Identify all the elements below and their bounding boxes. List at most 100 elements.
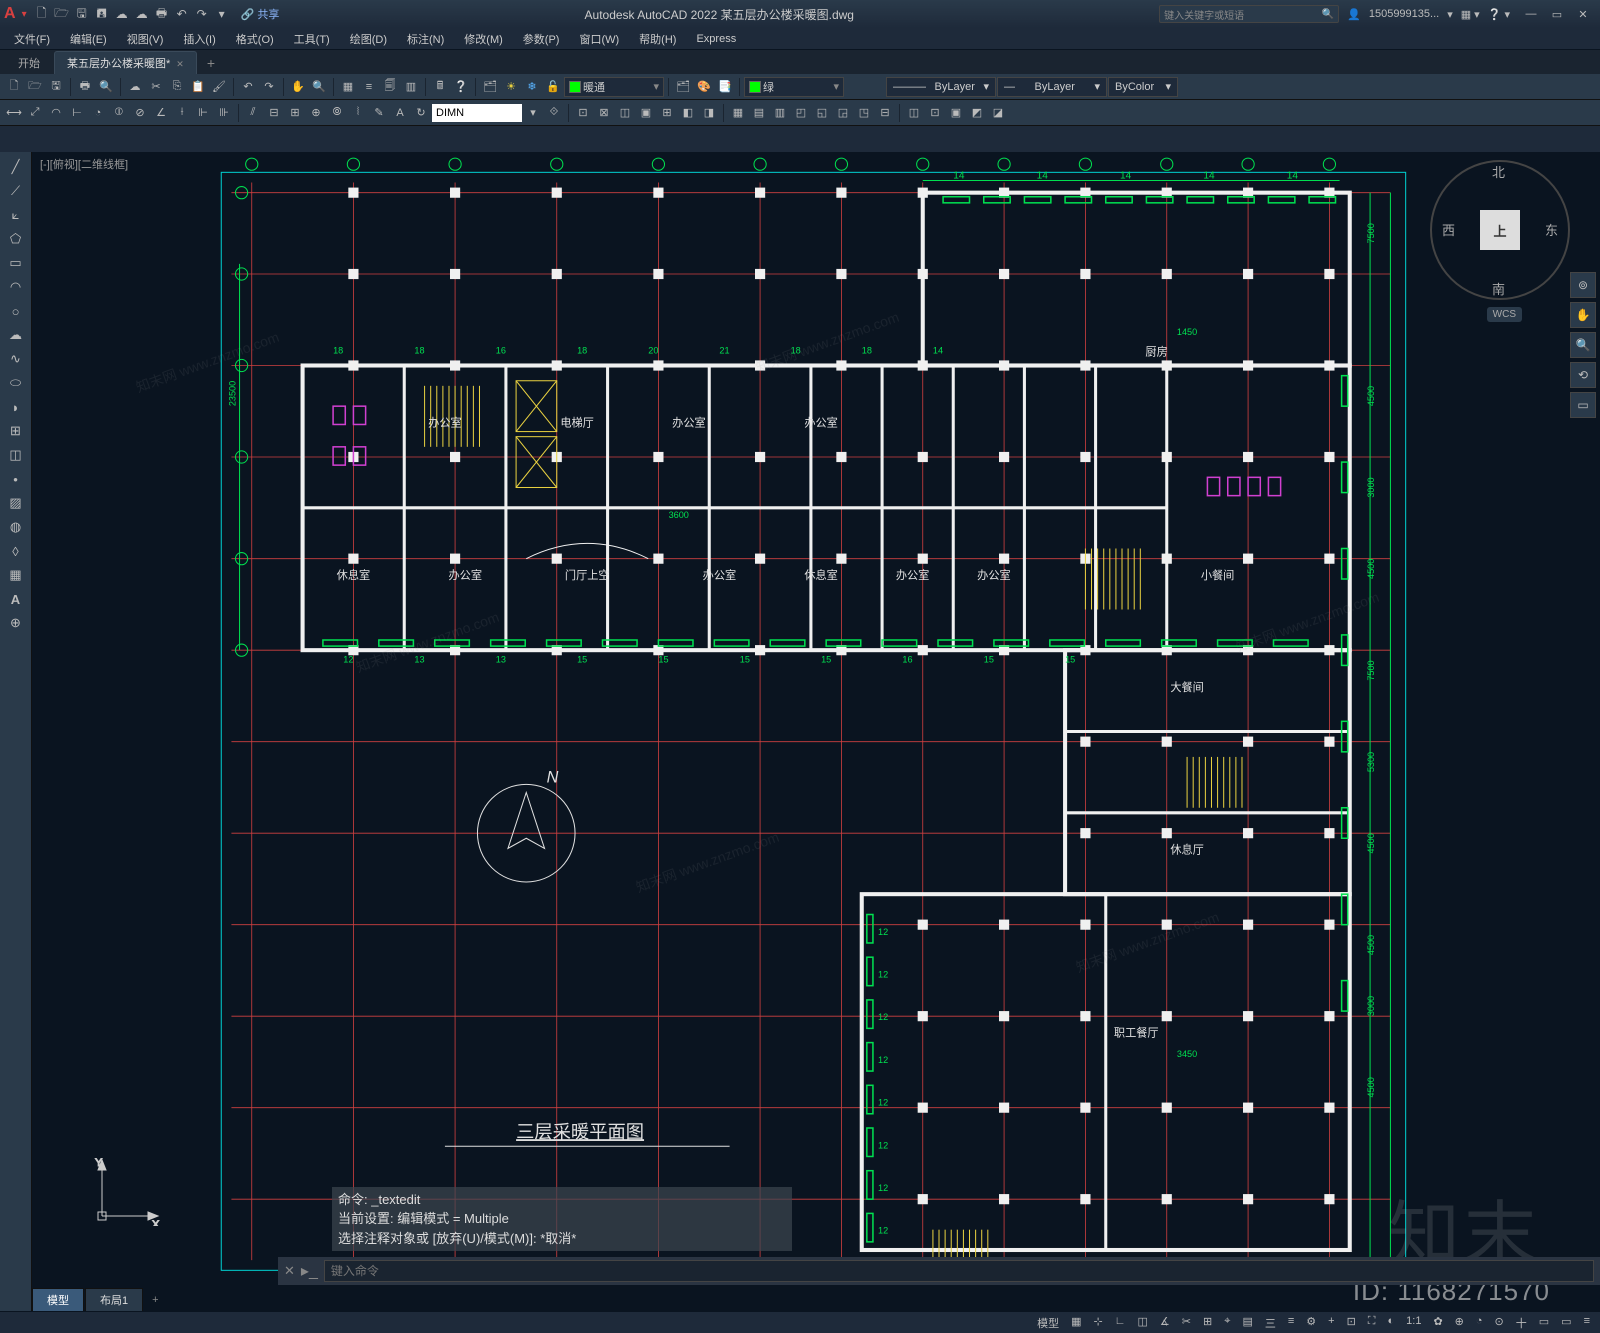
menu-item[interactable]: 参数(P) (515, 29, 568, 49)
spline-icon[interactable]: ∿ (4, 348, 28, 370)
status-button[interactable]: ✿ (1429, 1313, 1446, 1333)
polygon-icon[interactable]: ⬠ (4, 228, 28, 250)
cloud-open-icon[interactable]: ☁ (113, 5, 131, 23)
dim-space-icon[interactable]: ⫽ (243, 103, 263, 123)
status-button[interactable]: 三 (1261, 1313, 1280, 1333)
hatch-icon[interactable]: ▨ (4, 492, 28, 514)
open-icon[interactable]: 🗁 (53, 5, 71, 23)
cloud-save-icon[interactable]: ☁ (133, 5, 151, 23)
redo-icon[interactable]: ↷ (259, 77, 279, 97)
status-button[interactable]: ∟ (1111, 1313, 1130, 1333)
status-button[interactable]: 十 (1512, 1313, 1531, 1333)
dim-arc-icon[interactable]: ◠ (46, 103, 66, 123)
block-4-icon[interactable]: ◰ (791, 103, 811, 123)
menu-item[interactable]: 工具(T) (286, 29, 338, 49)
center-icon[interactable]: ⊕ (306, 103, 326, 123)
cmd-close-icon[interactable]: ✕ (284, 1263, 295, 1279)
status-button[interactable]: ▤ (1238, 1313, 1256, 1333)
block-icon[interactable]: ◫ (4, 444, 28, 466)
dim-aligned-icon[interactable]: ⤢ (25, 103, 45, 123)
circle-icon[interactable]: ○ (4, 300, 28, 322)
status-button[interactable]: ◔ (1472, 1313, 1487, 1333)
view-2-icon[interactable]: ⊡ (925, 103, 945, 123)
block-2-icon[interactable]: ▤ (749, 103, 769, 123)
lineweight-dropdown[interactable]: —ByLayer▾ (997, 77, 1107, 97)
addsel-icon[interactable]: ⊕ (4, 612, 28, 634)
revcloud-icon[interactable]: ☁ (4, 324, 28, 346)
xline-icon[interactable]: ⟋ (4, 180, 28, 202)
dim-cont-icon[interactable]: ⊪ (214, 103, 234, 123)
arc-icon[interactable]: ◠ (4, 276, 28, 298)
region-icon[interactable]: ◊ (4, 540, 28, 562)
dimstyle-icon[interactable]: ⟐ (544, 103, 564, 123)
insert-icon[interactable]: ⊞ (4, 420, 28, 442)
gradient-icon[interactable]: ◍ (4, 516, 28, 538)
qat-more-icon[interactable]: ▾ (213, 5, 231, 23)
modify-4-icon[interactable]: ▣ (636, 103, 656, 123)
save-icon[interactable]: 🖫 (73, 5, 91, 23)
tab-close-icon[interactable]: ✕ (176, 59, 184, 69)
close-icon[interactable]: ✕ (1570, 4, 1596, 24)
mtext-icon[interactable]: A (4, 588, 28, 610)
modify-6-icon[interactable]: ◧ (678, 103, 698, 123)
add-layout-button[interactable]: + (144, 1291, 166, 1309)
redo-icon[interactable]: ↷ (193, 5, 211, 23)
menu-item[interactable]: 帮助(H) (631, 29, 684, 49)
pline-icon[interactable]: ⟀ (4, 204, 28, 226)
view-4-icon[interactable]: ◩ (967, 103, 987, 123)
model-tab[interactable]: 模型 (32, 1288, 84, 1312)
layer-iso-icon[interactable]: 🎨 (694, 77, 714, 97)
tool-palette-icon[interactable]: ▥ (401, 77, 421, 97)
modify-2-icon[interactable]: ⊠ (594, 103, 614, 123)
new-icon[interactable]: 🗋 (33, 5, 51, 23)
status-button[interactable]: ▭ (1535, 1313, 1553, 1333)
share-button[interactable]: 🔗 共享 (241, 6, 280, 22)
dim-linear-icon[interactable]: ⟷ (4, 103, 24, 123)
help-icon[interactable]: ❔ ▾ (1488, 8, 1510, 21)
menu-item[interactable]: 编辑(E) (62, 29, 115, 49)
color-dropdown[interactable]: 绿 ▾ (744, 77, 844, 97)
dim-base-icon[interactable]: ⊩ (193, 103, 213, 123)
dim-update-icon[interactable]: ↻ (411, 103, 431, 123)
new-tab-button[interactable]: + (199, 52, 223, 74)
dim-break-icon[interactable]: ⊟ (264, 103, 284, 123)
linetype-dropdown[interactable]: ———ByLayer▾ (886, 77, 996, 97)
dim-ang-icon[interactable]: ∠ (151, 103, 171, 123)
maximize-icon[interactable]: ▭ (1544, 4, 1570, 24)
layer-match-icon[interactable]: 📑 (715, 77, 735, 97)
status-button[interactable]: 模型 (1033, 1313, 1063, 1333)
pan-icon[interactable]: ✋ (288, 77, 308, 97)
cmd-chevron-icon[interactable]: ▸_ (301, 1261, 318, 1281)
status-button[interactable]: ⊹ (1090, 1313, 1107, 1333)
help-icon[interactable]: ❔ (451, 77, 471, 97)
rect-icon[interactable]: ▭ (4, 252, 28, 274)
menu-item[interactable]: 标注(N) (399, 29, 452, 49)
match-icon[interactable]: 🖌 (209, 77, 229, 97)
layer-lock-icon[interactable]: 🔓 (543, 77, 563, 97)
block-8-icon[interactable]: ⊟ (875, 103, 895, 123)
layer-manager-icon[interactable]: 🗂 (480, 77, 500, 97)
preview-icon[interactable]: 🔍 (96, 77, 116, 97)
status-button[interactable]: ▦ (1067, 1313, 1085, 1333)
new-icon[interactable]: 🗋 (4, 77, 24, 97)
status-button[interactable]: + (1324, 1313, 1338, 1333)
menu-item[interactable]: 插入(I) (175, 29, 223, 49)
status-button[interactable]: ⊕ (1451, 1313, 1468, 1333)
user-name[interactable]: 1505999135... (1369, 8, 1439, 20)
dim-dia-icon[interactable]: ⊘ (130, 103, 150, 123)
ellipse-icon[interactable]: ⬭ (4, 372, 28, 394)
status-button[interactable]: ⚙ (1302, 1313, 1320, 1333)
view-5-icon[interactable]: ◪ (988, 103, 1008, 123)
modify-1-icon[interactable]: ⊡ (573, 103, 593, 123)
menu-item[interactable]: Express (688, 31, 744, 47)
line-icon[interactable]: ╱ (4, 156, 28, 178)
menu-item[interactable]: 窗口(W) (571, 29, 627, 49)
block-1-icon[interactable]: ▦ (728, 103, 748, 123)
plot-color-dropdown[interactable]: ByColor▾ (1108, 77, 1178, 97)
status-button[interactable]: ≡ (1580, 1313, 1594, 1333)
status-button[interactable]: ⛶ (1364, 1313, 1380, 1333)
inspect-icon[interactable]: ⦾ (327, 103, 347, 123)
dimstyle-input[interactable] (432, 104, 522, 122)
search-input[interactable]: 键入关键字或短语🔍 (1159, 5, 1339, 23)
block-7-icon[interactable]: ◳ (854, 103, 874, 123)
